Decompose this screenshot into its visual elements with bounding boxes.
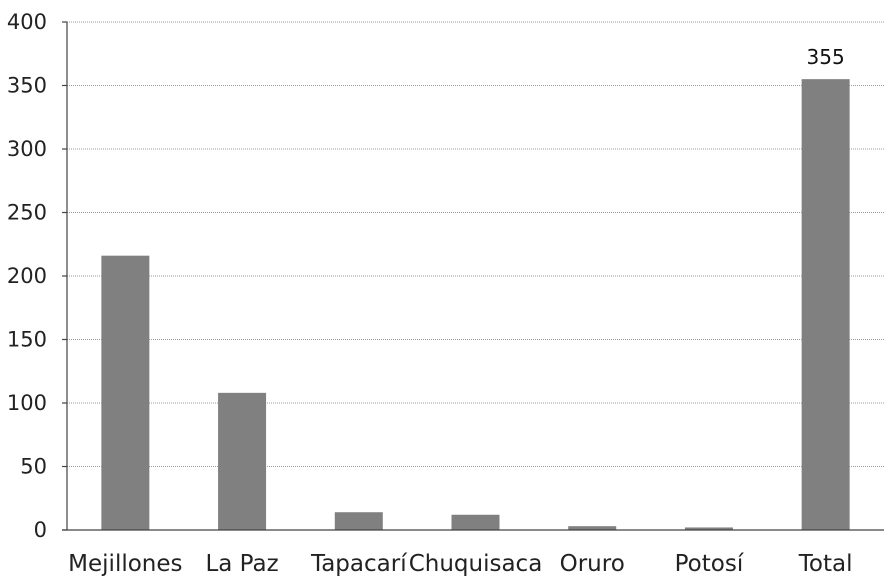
x-tick-label: Mejillones	[68, 551, 182, 576]
data-label: 355	[807, 45, 845, 69]
bars	[101, 79, 850, 531]
y-tick-label: 0	[34, 518, 47, 542]
axes	[62, 21, 884, 531]
y-tick-label: 150	[7, 328, 47, 352]
bar-tapacari	[334, 512, 383, 530]
y-tick-label: 400	[7, 10, 47, 34]
y-axis-ticks: 0 50 100 150 200 250 300 350 400	[7, 10, 47, 542]
x-tick-label: Potosí	[675, 551, 744, 576]
x-tick-label: La Paz	[205, 551, 278, 576]
x-tick-label: Tapacarí	[310, 551, 407, 576]
bar-mejillones	[101, 255, 150, 530]
x-tick-label: Chuquisaca	[409, 551, 543, 576]
y-tick-label: 200	[7, 264, 47, 288]
data-labels: 355	[807, 45, 845, 69]
y-tick-label: 50	[20, 455, 47, 479]
gridlines	[67, 21, 884, 467]
y-tick-label: 350	[7, 74, 47, 98]
bar-chuquisaca	[451, 514, 500, 530]
x-tick-label: Total	[798, 551, 853, 576]
bar-oruro	[568, 526, 617, 530]
bar-la-paz	[218, 392, 267, 530]
bar-total	[801, 79, 850, 531]
x-tick-label: Oruro	[560, 551, 625, 576]
x-axis-labels: Mejillones La Paz Tapacarí Chuquisaca Oruro P…	[68, 551, 852, 576]
y-tick-label: 300	[7, 137, 47, 161]
y-tick-label: 250	[7, 201, 47, 225]
bar-potosi	[684, 527, 733, 530]
y-tick-label: 100	[7, 391, 47, 415]
